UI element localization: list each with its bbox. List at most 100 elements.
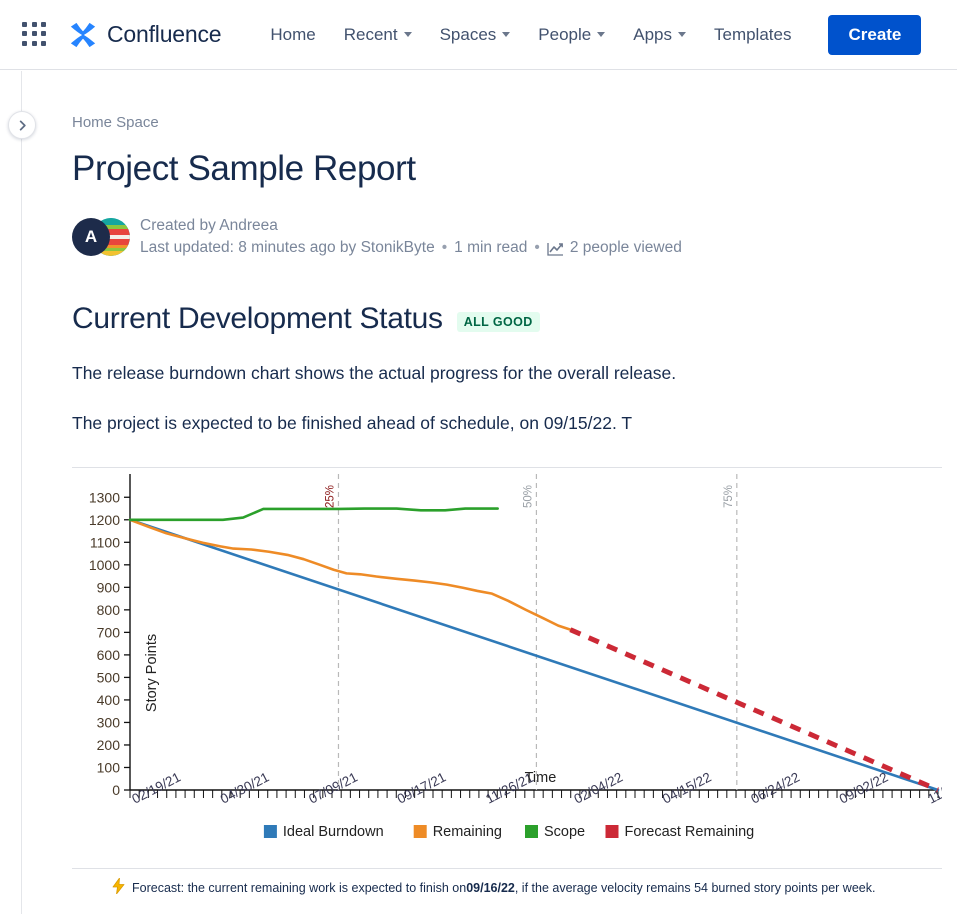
avatar-group: A bbox=[72, 218, 130, 257]
nav-link-templates[interactable]: Templates bbox=[703, 19, 802, 51]
top-navigation-bar: Confluence Home Recent Spaces People App… bbox=[0, 0, 957, 70]
nav-link-people-label: People bbox=[538, 24, 592, 44]
nav-link-recent[interactable]: Recent bbox=[333, 19, 423, 51]
legend-swatch bbox=[413, 825, 427, 839]
chevron-down-icon bbox=[502, 32, 511, 37]
sidebar-expand-button[interactable] bbox=[8, 111, 36, 139]
forecast-suffix: , if the average velocity remains 54 bur… bbox=[514, 880, 876, 895]
x-axis-tick-label: 09/17/21 bbox=[395, 770, 449, 807]
x-axis-tick-label-group: 06/24/22 bbox=[748, 770, 802, 807]
avatar-editor[interactable] bbox=[92, 218, 130, 257]
last-updated: Last updated: 8 minutes ago by StonikByt… bbox=[140, 239, 435, 257]
chevron-down-icon bbox=[677, 32, 686, 37]
page-content: Home Space Project Sample Report A bbox=[72, 71, 942, 897]
byline-text: Created by Andreea Last updated: 8 minut… bbox=[140, 215, 682, 260]
y-axis-tick-label: 900 bbox=[97, 580, 121, 596]
chevron-right-icon bbox=[19, 120, 26, 130]
legend-swatch bbox=[525, 825, 538, 839]
legend-label: Scope bbox=[544, 824, 585, 840]
grid-apps-icon[interactable] bbox=[22, 21, 48, 48]
avatar-initial: A bbox=[84, 227, 98, 247]
analytics-chart-icon bbox=[547, 242, 564, 256]
y-axis-tick-label: 1200 bbox=[89, 512, 120, 528]
chevron-down-icon bbox=[597, 32, 606, 37]
legend-label: Forecast Remaining bbox=[625, 824, 755, 840]
y-axis-tick-label: 200 bbox=[97, 737, 121, 753]
brand-name: Confluence bbox=[107, 21, 222, 47]
x-axis-tick-label-group: 04/30/21 bbox=[218, 770, 272, 807]
x-axis-tick-label: 06/24/22 bbox=[748, 770, 802, 807]
y-axis-tick-label: 600 bbox=[97, 647, 121, 663]
y-axis-tick-label: 800 bbox=[97, 602, 121, 618]
chevron-down-icon bbox=[403, 32, 412, 37]
page-title: Project Sample Report bbox=[72, 149, 416, 188]
y-axis-tick-label: 400 bbox=[97, 692, 121, 708]
percent-annotation-group: 50% bbox=[522, 485, 534, 508]
avatar-creator[interactable]: A bbox=[72, 218, 110, 257]
forecast-date: 09/16/22 bbox=[466, 880, 515, 895]
section-header: Current Development Status ALL GOOD bbox=[72, 302, 942, 336]
nav-link-templates-label: Templates bbox=[713, 24, 792, 44]
status-badge: ALL GOOD bbox=[456, 311, 540, 332]
nav-link-home-label: Home bbox=[270, 24, 316, 44]
nav-link-spaces-label: Spaces bbox=[439, 24, 497, 44]
x-axis-tick-label: 02/04/22 bbox=[572, 770, 626, 807]
create-button[interactable]: Create bbox=[828, 14, 922, 55]
striped-globe-avatar-icon bbox=[92, 218, 130, 257]
page-container: Home Space Project Sample Report A bbox=[23, 71, 957, 914]
y-axis-title: Story Points bbox=[144, 634, 160, 712]
legend-swatch bbox=[263, 825, 277, 839]
y-axis-tick-label: 500 bbox=[97, 670, 121, 686]
x-axis-tick-label-group: 09/17/21 bbox=[395, 770, 449, 807]
confluence-logo-icon bbox=[70, 22, 96, 47]
series-line-remaining bbox=[128, 518, 572, 632]
separator-dot: • bbox=[441, 239, 448, 257]
breadcrumb[interactable]: Home Space bbox=[72, 114, 159, 131]
forecast-prefix: Forecast: the current remaining work is … bbox=[132, 880, 467, 895]
paragraph-1: The release burndown chart shows the act… bbox=[72, 362, 677, 383]
x-axis-title: Time bbox=[525, 770, 557, 786]
section-heading: Current Development Status bbox=[72, 301, 443, 335]
nav-link-apps[interactable]: Apps bbox=[622, 19, 697, 51]
burndown-chart-svg: 0 100 200 300 400 500 600 700 800 900 1000 1100 1200… bbox=[89, 474, 942, 840]
x-axis-tick-label: 09/02/22 bbox=[837, 770, 891, 807]
read-time: 1 min read bbox=[454, 239, 528, 257]
series-line-scope bbox=[128, 507, 499, 522]
chart-legend: Ideal Burndown Remaining Scope Forecast Rem… bbox=[263, 824, 755, 840]
percent-annotation-label: 50% bbox=[522, 485, 534, 508]
update-meta: Last updated: 8 minutes ago by StonikByt… bbox=[140, 237, 682, 259]
legend-label: Remaining bbox=[433, 824, 502, 840]
created-by: Created by Andreea bbox=[140, 217, 278, 234]
nav-link-spaces[interactable]: Spaces bbox=[429, 19, 522, 51]
lightning-bolt-icon bbox=[112, 877, 125, 897]
x-axis-tick-label: 02/19/21 bbox=[129, 770, 183, 807]
x-axis-tick-label: 04/15/22 bbox=[660, 770, 714, 807]
series-line-ideal-burndown bbox=[128, 518, 940, 792]
nav-link-apps-label: Apps bbox=[633, 24, 672, 44]
nav-link-home[interactable]: Home bbox=[259, 19, 326, 51]
x-axis-tick-label-group: 09/02/22 bbox=[837, 770, 891, 807]
nav-links: Home Recent Spaces People Apps Templates bbox=[259, 19, 808, 51]
content-divider bbox=[72, 467, 942, 469]
y-axis-tick-label: 300 bbox=[97, 715, 121, 731]
x-axis-tick-label: 07/09/21 bbox=[306, 770, 360, 807]
collapsed-sidebar bbox=[0, 71, 22, 914]
legend-label: Ideal Burndown bbox=[283, 824, 384, 840]
y-axis-tick-label: 100 bbox=[97, 760, 121, 776]
y-axis-tick-label: 700 bbox=[97, 625, 121, 641]
paragraph-2: The project is expected to be finished a… bbox=[72, 412, 633, 433]
burndown-chart: 0 100 200 300 400 500 600 700 800 900 1000 1100 1200… bbox=[72, 468, 942, 868]
confluence-home-link[interactable]: Confluence bbox=[68, 21, 222, 49]
x-axis-tick-label-group: 04/15/22 bbox=[660, 770, 714, 807]
legend-swatch bbox=[605, 825, 619, 839]
nav-link-people[interactable]: People bbox=[527, 19, 616, 51]
y-axis-tick-label: 1000 bbox=[89, 557, 120, 573]
view-count[interactable]: 2 people viewed bbox=[569, 239, 682, 257]
x-axis-tick-label-group: 07/09/21 bbox=[306, 770, 360, 807]
x-axis-tick-label-group: 02/19/21 bbox=[129, 770, 183, 807]
percent-annotation-group: 75% bbox=[723, 485, 735, 508]
x-axis-tick-label-group: 02/04/22 bbox=[572, 770, 626, 807]
y-axis-tick-label: 1300 bbox=[89, 489, 120, 505]
byline: A bbox=[72, 215, 942, 260]
percent-annotation-label: 25% bbox=[324, 485, 336, 508]
